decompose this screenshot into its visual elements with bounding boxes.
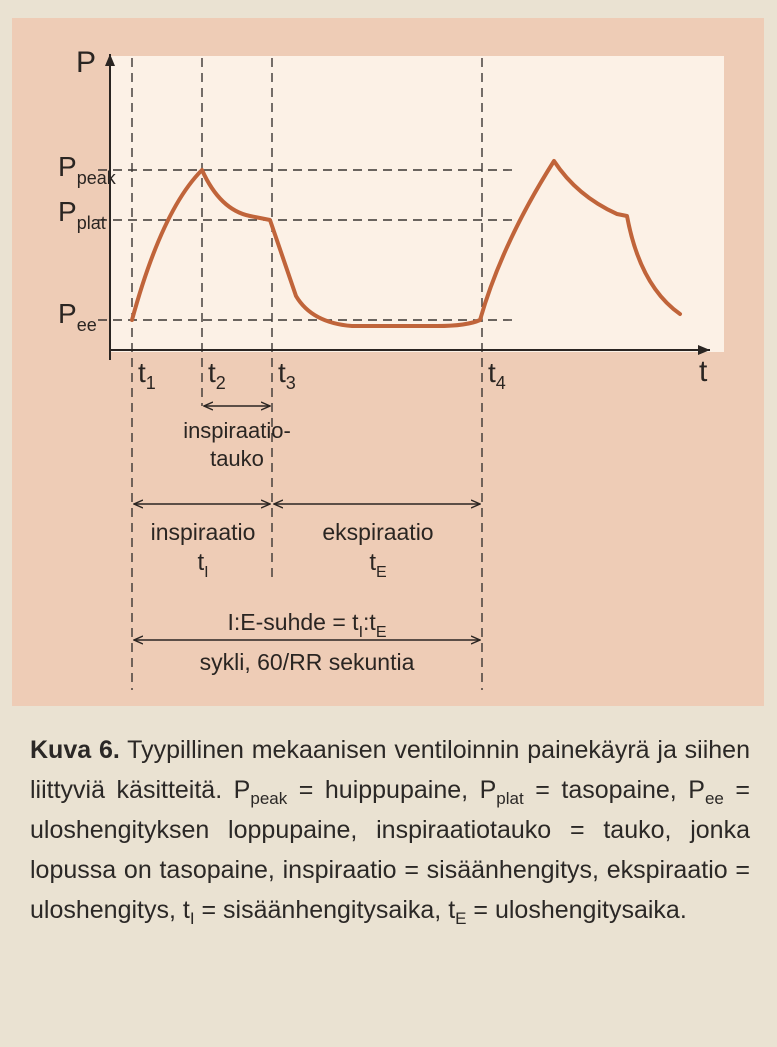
- p-plat-label: Pplat: [58, 196, 106, 233]
- plot-area: [110, 56, 724, 352]
- ie-ratio-label: I:E-suhde = tI:tE: [228, 609, 387, 641]
- caption-sub-i: I: [189, 909, 195, 928]
- y-axis-label: P: [76, 46, 96, 79]
- insp-symbol: tI: [197, 549, 208, 581]
- x-axis-label: t: [699, 355, 708, 388]
- insp-label: inspiraatio: [151, 519, 256, 545]
- p-ee-label: Pee: [58, 298, 97, 335]
- caption-sub-plat: plat: [496, 789, 524, 808]
- pressure-curve: [130, 159, 682, 328]
- figure-panel: P t Ppeak Pplat Pee t1 t2 t3 t4 inspiraa…: [12, 18, 764, 706]
- cycle-label: sykli, 60/RR sekuntia: [200, 649, 415, 675]
- caption-text-2: = huippupaine, P: [287, 776, 497, 804]
- t4-label: t4: [488, 357, 506, 393]
- caption-text-5: = sisäänhengitysaika, t: [194, 896, 456, 924]
- t1-label: t1: [138, 357, 156, 393]
- exp-label: ekspiraatio: [322, 519, 433, 545]
- caption-text-6: = uloshengitysaika.: [466, 896, 687, 924]
- t3-label: t3: [278, 357, 296, 393]
- pause-label-line2: tauko: [210, 446, 264, 471]
- pressure-diagram: P t Ppeak Pplat Pee t1 t2 t3 t4 inspiraa…: [58, 46, 724, 690]
- caption-text-1: Tyypillinen mekaanisen ventiloinnin pain…: [30, 736, 750, 804]
- p-peak-label: Ppeak: [58, 151, 117, 188]
- caption-sub-peak: peak: [250, 789, 288, 808]
- pause-label-line1: inspiraatio-: [183, 418, 291, 443]
- caption-text-4: = uloshengityksen loppupaine, inspiraati…: [30, 776, 751, 924]
- caption-sub-ee: ee: [704, 789, 724, 808]
- exp-symbol: tE: [369, 549, 386, 581]
- t2-label: t2: [208, 357, 226, 393]
- caption-text-3: = tasopaine, P: [523, 776, 705, 804]
- caption-figure-number: Kuva 6.: [30, 736, 120, 764]
- figure-caption: Kuva 6. Tyypillinen mekaanisen ventiloin…: [30, 730, 750, 930]
- caption-sub-e: E: [455, 909, 467, 928]
